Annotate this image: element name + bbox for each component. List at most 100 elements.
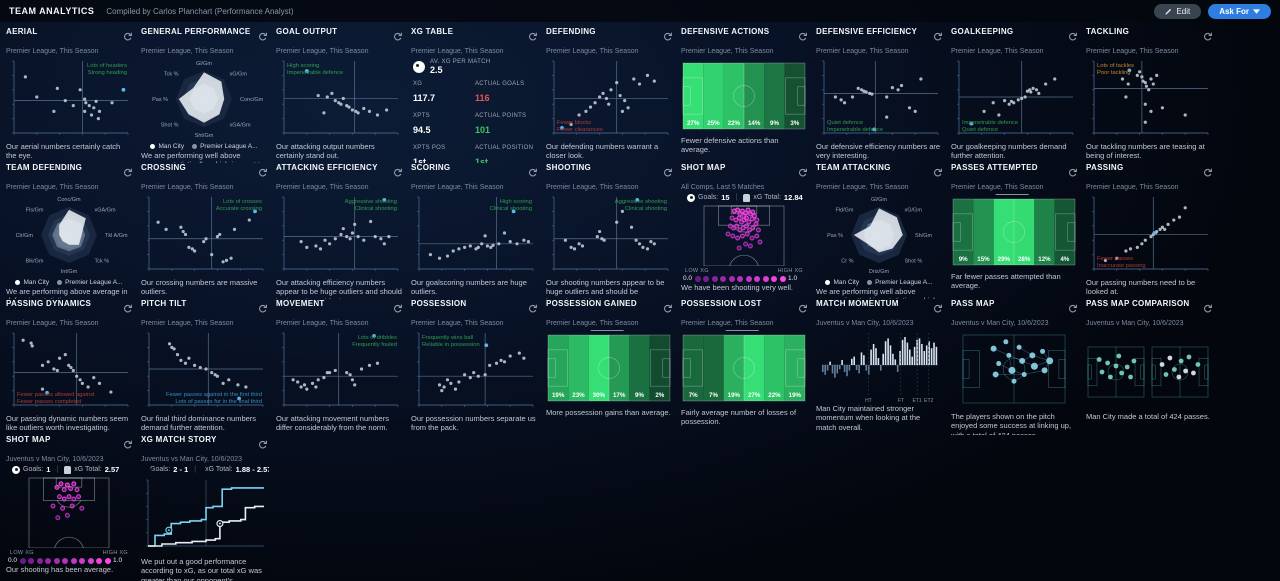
refresh-icon[interactable] bbox=[528, 28, 537, 46]
xg-scale-dot bbox=[45, 557, 52, 564]
panel-title: PITCH TILT bbox=[141, 299, 187, 308]
refresh-icon[interactable] bbox=[663, 300, 672, 318]
refresh-icon[interactable] bbox=[258, 436, 267, 454]
refresh-icon[interactable] bbox=[663, 28, 672, 46]
refresh-icon[interactable] bbox=[1203, 28, 1212, 46]
refresh-icon[interactable] bbox=[123, 164, 132, 182]
stat-label: Goals: bbox=[698, 194, 719, 201]
xg-scale-dot bbox=[728, 275, 735, 282]
panel-header: XG TABLE bbox=[411, 27, 537, 46]
edit-button[interactable]: Edit bbox=[1154, 3, 1202, 19]
panel-chart: High scoring Impenetrable defence bbox=[276, 57, 402, 141]
panel-caption: Far fewer passes attempted than average. bbox=[951, 272, 1061, 291]
xg-scale-dot bbox=[104, 557, 111, 564]
panel-xg-match-story: XG MATCH STORY Juventus vs Man City, 10/6… bbox=[141, 435, 269, 581]
refresh-icon[interactable] bbox=[798, 164, 807, 182]
panel-chart: Lots of tackles Poor tackling bbox=[1086, 57, 1212, 141]
panel-subtitle: Premier League, This Season bbox=[6, 48, 99, 55]
svg-text:Impenetrable defence: Impenetrable defence bbox=[827, 127, 883, 133]
panel-chart: Frequently wins ball Reliable in possessi… bbox=[411, 329, 537, 413]
refresh-icon[interactable] bbox=[393, 164, 402, 182]
refresh-icon[interactable] bbox=[1068, 28, 1077, 46]
panel-header: TEAM DEFENDING bbox=[6, 163, 132, 182]
refresh-icon[interactable] bbox=[933, 28, 942, 46]
refresh-icon[interactable] bbox=[258, 164, 267, 182]
panel-chart bbox=[1086, 329, 1212, 411]
xg-scale-labels: LOW XG HIGH XG bbox=[685, 268, 803, 274]
panel-title: POSSESSION bbox=[411, 299, 467, 308]
refresh-icon[interactable] bbox=[528, 164, 537, 182]
svg-text:Tck %: Tck % bbox=[95, 259, 110, 265]
team-dot-icon bbox=[150, 144, 156, 149]
svg-text:3%: 3% bbox=[790, 120, 799, 127]
match-stats: Goals: 1 | xG Total: 2.57 bbox=[12, 465, 132, 474]
refresh-icon[interactable] bbox=[1203, 300, 1212, 318]
panel-subtitle: Premier League, This Season bbox=[816, 48, 909, 55]
refresh-icon[interactable] bbox=[1068, 300, 1077, 318]
panel-header: PASSES ATTEMPTED bbox=[951, 163, 1077, 182]
panel-subtitle: Premier League, This Season bbox=[276, 184, 369, 191]
panel-subtitle: Premier League, This Season bbox=[681, 320, 774, 327]
refresh-icon[interactable] bbox=[258, 300, 267, 318]
panel-title: POSSESSION LOST bbox=[681, 299, 762, 308]
svg-text:Lots of passes for in the fina: Lots of passes for in the final third bbox=[175, 399, 262, 405]
svg-text:Gl/Gm: Gl/Gm bbox=[196, 61, 212, 67]
xg-scale-dot bbox=[19, 557, 26, 564]
panel-goal-output: GOAL OUTPUT Premier League, This Season Hi… bbox=[276, 27, 404, 163]
stat-value: 12.84 bbox=[783, 193, 803, 202]
svg-text:23%: 23% bbox=[572, 392, 585, 399]
refresh-icon[interactable] bbox=[393, 28, 402, 46]
svg-text:27%: 27% bbox=[687, 120, 700, 127]
legend-league: Premier League A... bbox=[867, 279, 933, 286]
refresh-icon[interactable] bbox=[123, 28, 132, 46]
panel-subtitle: Premier League, This Season bbox=[1086, 48, 1179, 55]
panel-subtitle: Premier League, This Season bbox=[411, 184, 504, 191]
refresh-icon[interactable] bbox=[663, 164, 672, 182]
svg-text:Accurate crossing: Accurate crossing bbox=[216, 206, 262, 212]
ask-for-button[interactable]: Ask For bbox=[1208, 3, 1271, 19]
svg-text:12%: 12% bbox=[1038, 256, 1051, 263]
panel-crossing: CROSSING Premier League, This Season Lots … bbox=[141, 163, 269, 299]
panel-chart: Lots of crosses Accurate crossing bbox=[141, 193, 267, 277]
page-subtitle: Compiled by Carlos Planchart (Performanc… bbox=[106, 6, 294, 16]
refresh-icon[interactable] bbox=[798, 28, 807, 46]
panel-caption: Our final third dominance numbers demand… bbox=[141, 414, 257, 433]
panel-header: POSSESSION LOST bbox=[681, 299, 807, 318]
panel-header: ATTACKING EFFICIENCY bbox=[276, 163, 402, 182]
radar-legend: Man City Premier League A... bbox=[141, 143, 267, 150]
momentum-chart: HT FT ET1 ET2 bbox=[822, 333, 938, 403]
panel-chart: Fewer passes Inaccurate passing bbox=[1086, 193, 1212, 277]
refresh-icon[interactable] bbox=[123, 436, 132, 454]
svg-text:Shot %: Shot % bbox=[905, 259, 923, 265]
refresh-icon[interactable] bbox=[123, 300, 132, 318]
panel-subtitle: Juventus v Man City, 10/6/2023 bbox=[6, 456, 104, 463]
panel-caption: Man City maintained stronger momentum wh… bbox=[816, 404, 921, 432]
legend-team: Man City bbox=[825, 279, 859, 286]
svg-text:Clinical shooting: Clinical shooting bbox=[625, 206, 667, 212]
refresh-icon[interactable] bbox=[393, 300, 402, 318]
panel-caption: Our goalscoring numbers are huge outlier… bbox=[411, 278, 527, 297]
refresh-icon[interactable] bbox=[933, 164, 942, 182]
shot-pitch bbox=[703, 205, 785, 266]
refresh-icon[interactable] bbox=[1068, 164, 1077, 182]
svg-text:Pas %: Pas % bbox=[827, 233, 843, 239]
xg-scale-dot bbox=[754, 275, 761, 282]
panel-title: SHOOTING bbox=[546, 163, 592, 172]
svg-text:27%: 27% bbox=[748, 392, 761, 399]
refresh-icon[interactable] bbox=[798, 300, 807, 318]
svg-text:xGA/Gm: xGA/Gm bbox=[230, 123, 252, 129]
refresh-icon[interactable] bbox=[1203, 164, 1212, 182]
panel-caption: Our tackling numbers are teasing at bein… bbox=[1086, 142, 1205, 161]
refresh-icon[interactable] bbox=[528, 300, 537, 318]
svg-text:Conc/Gm: Conc/Gm bbox=[240, 97, 264, 103]
panel-subtitle: Premier League, This Season bbox=[6, 184, 99, 191]
refresh-icon[interactable] bbox=[933, 300, 942, 318]
panel-title: ATTACKING EFFICIENCY bbox=[276, 163, 378, 172]
svg-text:Reliable in possession: Reliable in possession bbox=[422, 342, 480, 348]
panel-shooting: SHOOTING Premier League, This Season Aggre… bbox=[546, 163, 674, 299]
refresh-icon[interactable] bbox=[258, 28, 267, 46]
panel-chart: Quiet defence Impenetrable defence bbox=[816, 57, 942, 141]
